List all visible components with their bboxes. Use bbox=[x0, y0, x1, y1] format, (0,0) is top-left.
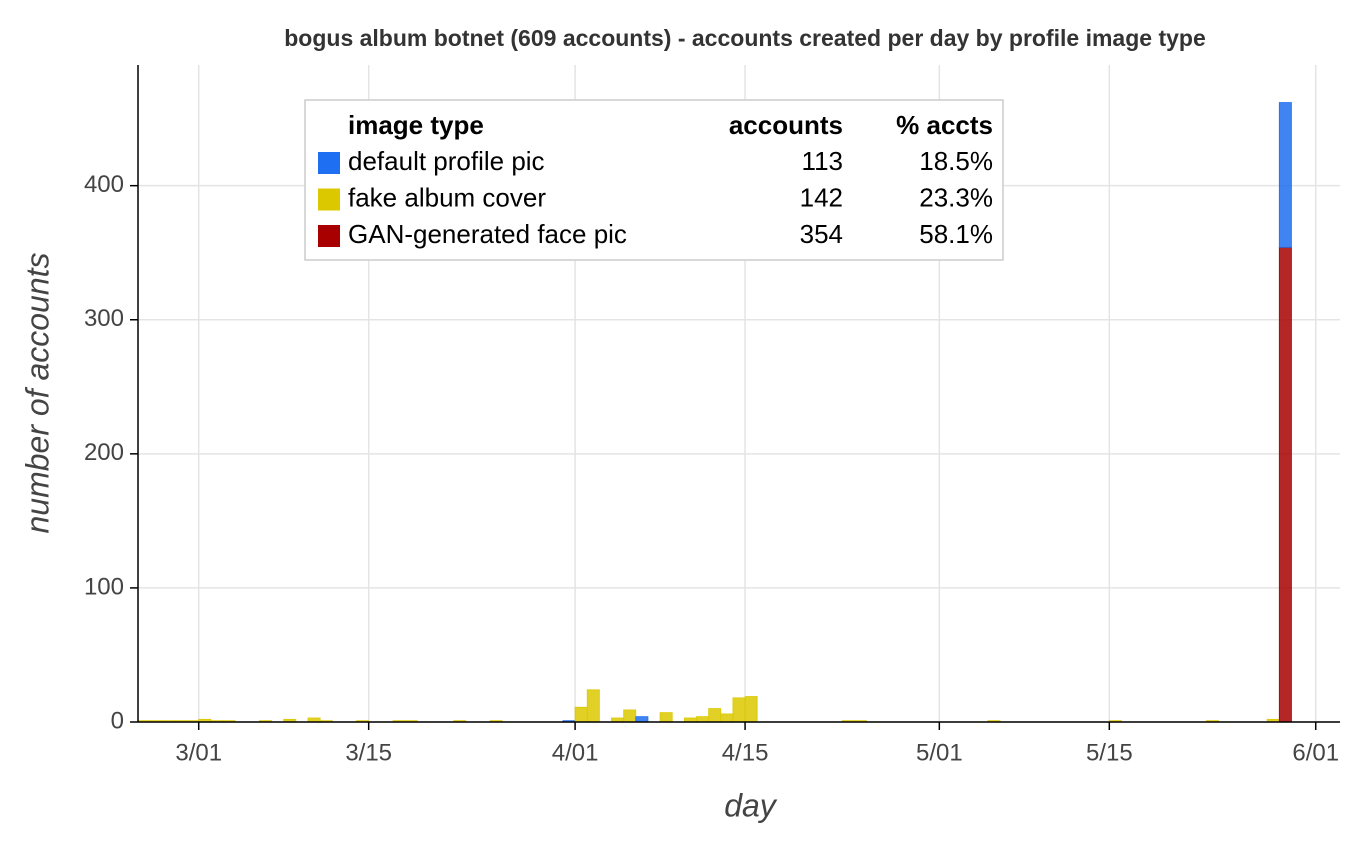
y-tick-label: 200 bbox=[84, 439, 124, 466]
x-axis-title: day bbox=[724, 787, 778, 823]
legend-label: fake album cover bbox=[348, 182, 546, 212]
legend-header: % accts bbox=[896, 110, 993, 140]
legend-swatch bbox=[318, 188, 340, 211]
y-tick-label: 100 bbox=[84, 573, 124, 600]
legend-swatch bbox=[318, 225, 340, 247]
legend-accounts: 354 bbox=[800, 219, 843, 249]
legend-share: 58.1% bbox=[919, 219, 993, 249]
bar bbox=[659, 712, 673, 723]
y-tick-label: 0 bbox=[111, 707, 124, 734]
bar bbox=[744, 696, 758, 723]
legend-header: accounts bbox=[729, 110, 843, 140]
legend-header: image type bbox=[348, 110, 484, 140]
legend-accounts: 142 bbox=[800, 182, 843, 212]
bar bbox=[574, 706, 588, 723]
bar bbox=[1278, 246, 1292, 723]
axes: 3/01 3/15 4/01 4/15 5/01 5/15 6/01 0 100 200 300 40… bbox=[84, 65, 1340, 766]
bar bbox=[696, 716, 710, 723]
bar bbox=[1278, 102, 1292, 248]
legend-label: default profile pic bbox=[348, 146, 545, 176]
x-tick-label: 5/01 bbox=[916, 739, 963, 766]
legend-box bbox=[304, 99, 1004, 261]
x-tick-label: 4/15 bbox=[722, 739, 769, 766]
legend-swatch bbox=[318, 152, 340, 174]
x-tick-label: 3/01 bbox=[175, 739, 222, 766]
y-axis-title: number of accounts bbox=[19, 252, 55, 533]
x-tick-label: 3/15 bbox=[345, 739, 392, 766]
chart-title: bogus album botnet (609 accounts) - acco… bbox=[284, 25, 1205, 51]
legend-share: 18.5% bbox=[919, 146, 993, 176]
bar bbox=[708, 708, 722, 723]
bar bbox=[732, 697, 746, 723]
bar bbox=[623, 709, 637, 723]
y-tick-label: 300 bbox=[84, 305, 124, 332]
legend-label: GAN-generated face pic bbox=[348, 219, 627, 249]
y-tick-label: 400 bbox=[84, 171, 124, 198]
legend-share: 23.3% bbox=[919, 182, 993, 212]
x-tick-label: 5/15 bbox=[1086, 739, 1133, 766]
bar bbox=[586, 689, 600, 723]
bar bbox=[635, 716, 649, 723]
legend-accounts: 113 bbox=[802, 146, 843, 176]
bar bbox=[720, 713, 734, 723]
x-tick-label: 4/01 bbox=[552, 739, 599, 766]
x-tick-label: 6/01 bbox=[1292, 739, 1339, 766]
legend: image type accounts % accts default profile… bbox=[304, 99, 1004, 261]
